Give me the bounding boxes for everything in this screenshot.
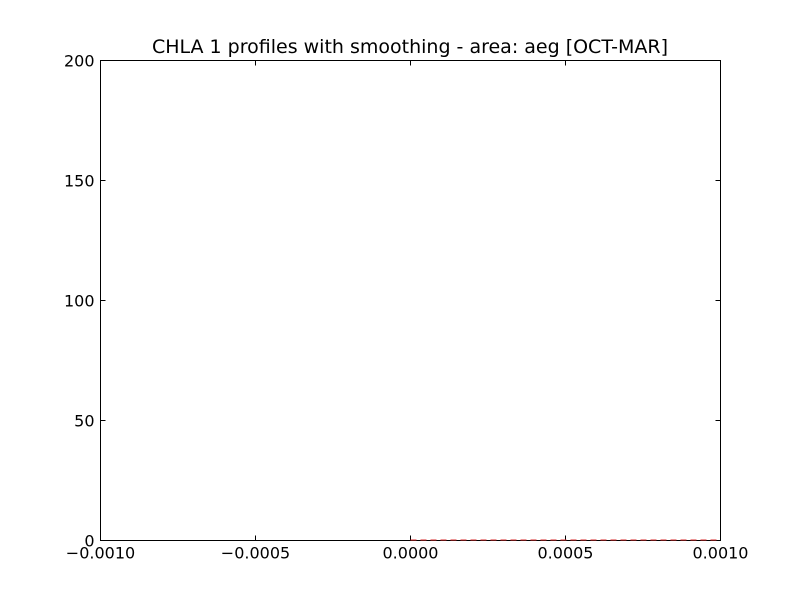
y-tick-label: 100 — [64, 292, 95, 311]
chart-title: CHLA 1 profiles with smoothing - area: a… — [152, 36, 668, 58]
x-tick-label: 0.0005 — [538, 544, 594, 563]
plot-area-frame — [100, 60, 721, 541]
y-axis: 0 50 100 150 200 — [64, 52, 721, 551]
y-tick-label: 50 — [74, 412, 94, 431]
x-tick-label: −0.0005 — [221, 544, 290, 563]
y-tick-label: 0 — [84, 532, 94, 551]
x-tick-label: 0.0000 — [383, 544, 439, 563]
x-axis: −0.0010 −0.0005 0.0000 0.0005 0.0010 — [66, 60, 749, 563]
x-tick-label: −0.0010 — [66, 544, 135, 563]
x-tick-label: 0.0010 — [693, 544, 749, 563]
y-tick-label: 150 — [64, 172, 95, 191]
y-tick-label: 200 — [64, 52, 95, 71]
